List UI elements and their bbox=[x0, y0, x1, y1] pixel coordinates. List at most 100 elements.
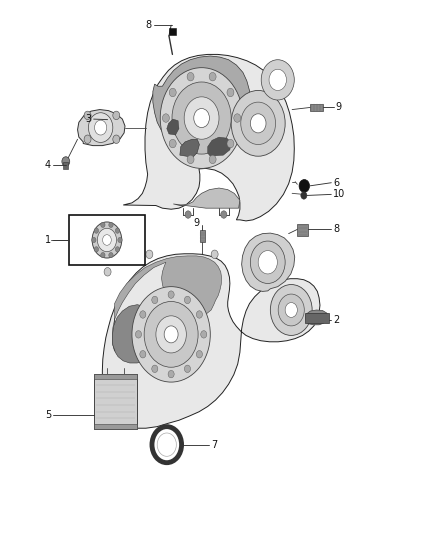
Circle shape bbox=[62, 157, 70, 166]
Polygon shape bbox=[180, 139, 199, 157]
Bar bbox=[305, 313, 329, 322]
Circle shape bbox=[97, 228, 117, 252]
Bar bbox=[297, 224, 308, 236]
Circle shape bbox=[88, 113, 113, 142]
Circle shape bbox=[299, 180, 310, 192]
Circle shape bbox=[211, 250, 218, 259]
Circle shape bbox=[162, 114, 170, 122]
Polygon shape bbox=[78, 110, 125, 146]
Circle shape bbox=[231, 91, 285, 156]
Text: 8: 8 bbox=[333, 224, 339, 235]
Circle shape bbox=[209, 155, 216, 164]
Circle shape bbox=[227, 88, 234, 96]
Bar bbox=[169, 28, 176, 35]
Circle shape bbox=[196, 311, 202, 318]
Circle shape bbox=[156, 316, 186, 353]
Circle shape bbox=[196, 351, 202, 358]
Circle shape bbox=[152, 296, 158, 304]
Circle shape bbox=[94, 247, 99, 252]
Circle shape bbox=[258, 251, 277, 274]
Circle shape bbox=[269, 69, 286, 91]
Polygon shape bbox=[167, 119, 179, 135]
Bar bbox=[63, 161, 68, 169]
Text: 10: 10 bbox=[333, 189, 345, 199]
Circle shape bbox=[104, 268, 111, 276]
Circle shape bbox=[92, 222, 122, 258]
Text: 9: 9 bbox=[193, 218, 199, 228]
Circle shape bbox=[209, 72, 216, 81]
Circle shape bbox=[185, 211, 191, 218]
Circle shape bbox=[301, 192, 307, 199]
Bar bbox=[94, 374, 137, 379]
Text: 8: 8 bbox=[145, 20, 152, 30]
Circle shape bbox=[115, 228, 120, 233]
Text: 4: 4 bbox=[45, 160, 51, 169]
Circle shape bbox=[113, 135, 120, 143]
Circle shape bbox=[132, 287, 210, 382]
Circle shape bbox=[194, 109, 209, 127]
Circle shape bbox=[168, 291, 174, 298]
Circle shape bbox=[92, 237, 96, 243]
Text: 7: 7 bbox=[211, 440, 217, 450]
Polygon shape bbox=[113, 256, 222, 351]
Circle shape bbox=[152, 365, 158, 373]
Circle shape bbox=[84, 111, 91, 119]
Circle shape bbox=[278, 294, 304, 326]
Circle shape bbox=[124, 252, 131, 260]
Polygon shape bbox=[242, 233, 295, 292]
Circle shape bbox=[157, 433, 177, 456]
Circle shape bbox=[102, 235, 111, 245]
Bar bbox=[69, 215, 145, 265]
Circle shape bbox=[221, 211, 227, 218]
Circle shape bbox=[169, 139, 176, 148]
Polygon shape bbox=[113, 305, 159, 363]
Circle shape bbox=[172, 82, 231, 154]
Bar bbox=[94, 374, 137, 429]
Polygon shape bbox=[208, 137, 231, 156]
Circle shape bbox=[241, 102, 276, 144]
Circle shape bbox=[160, 68, 243, 168]
Circle shape bbox=[184, 365, 191, 373]
Circle shape bbox=[201, 330, 207, 338]
Circle shape bbox=[261, 60, 294, 100]
Polygon shape bbox=[306, 310, 328, 325]
Polygon shape bbox=[123, 54, 294, 221]
Circle shape bbox=[184, 296, 191, 304]
Circle shape bbox=[140, 351, 146, 358]
Text: 6: 6 bbox=[333, 177, 339, 188]
Circle shape bbox=[168, 370, 174, 378]
Circle shape bbox=[251, 114, 266, 133]
Circle shape bbox=[118, 237, 122, 243]
Bar bbox=[311, 104, 323, 111]
Circle shape bbox=[109, 253, 113, 258]
Circle shape bbox=[164, 326, 178, 343]
Circle shape bbox=[251, 241, 285, 284]
Circle shape bbox=[84, 135, 91, 143]
Circle shape bbox=[227, 139, 234, 148]
Circle shape bbox=[135, 330, 141, 338]
Text: 5: 5 bbox=[45, 410, 51, 420]
Circle shape bbox=[146, 250, 153, 259]
Text: 1: 1 bbox=[45, 235, 51, 245]
Polygon shape bbox=[153, 56, 251, 153]
Circle shape bbox=[94, 228, 99, 233]
Bar bbox=[94, 424, 137, 429]
Polygon shape bbox=[102, 254, 320, 428]
Circle shape bbox=[109, 222, 113, 228]
Text: 2: 2 bbox=[333, 314, 339, 325]
Circle shape bbox=[270, 285, 312, 335]
Circle shape bbox=[140, 311, 146, 318]
Circle shape bbox=[101, 253, 105, 258]
Polygon shape bbox=[173, 188, 240, 208]
Circle shape bbox=[234, 114, 241, 122]
Circle shape bbox=[187, 155, 194, 164]
Circle shape bbox=[144, 302, 198, 367]
Circle shape bbox=[113, 111, 120, 119]
Circle shape bbox=[187, 72, 194, 81]
Circle shape bbox=[115, 247, 120, 252]
Circle shape bbox=[285, 303, 297, 317]
Circle shape bbox=[169, 88, 176, 96]
Bar bbox=[200, 230, 205, 242]
Circle shape bbox=[95, 120, 107, 135]
Circle shape bbox=[101, 222, 105, 228]
